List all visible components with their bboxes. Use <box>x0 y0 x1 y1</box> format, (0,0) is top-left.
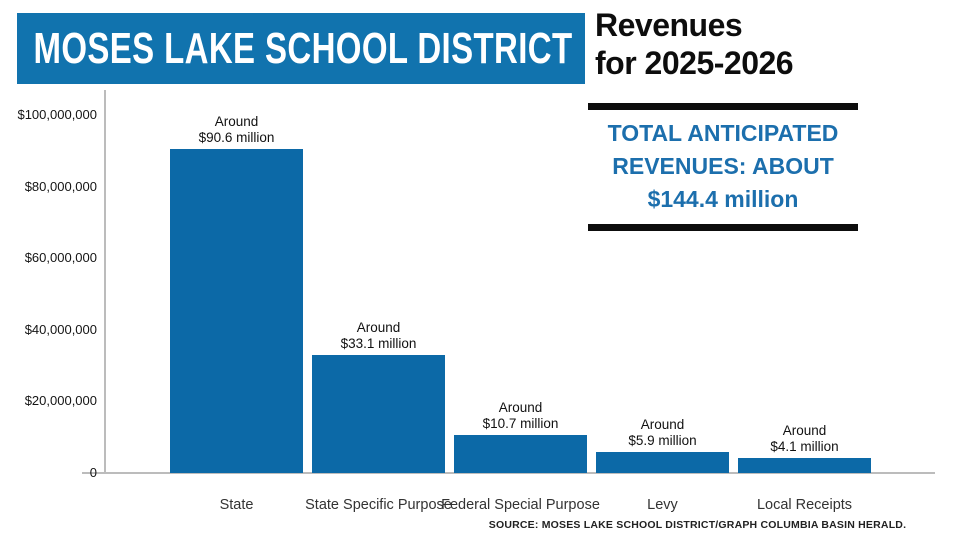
annotation-line1: Around <box>356 319 401 335</box>
revenues-title-line2: for 2025-2026 <box>595 45 794 81</box>
bar-value-annotation: Around $10.7 million <box>436 400 606 432</box>
total-revenues-line1: TOTAL ANTICIPATED <box>607 120 839 146</box>
district-title: MOSES LAKE SCHOOL DISTRICT <box>33 23 573 73</box>
revenues-title: Revenues for 2025-2026 <box>595 6 794 82</box>
revenues-title-line1: Revenues <box>595 7 743 43</box>
annotation-line1: Around <box>498 399 543 415</box>
bar-federal-special-purpose <box>454 434 587 473</box>
total-revenues-line3: $144.4 million <box>647 186 799 212</box>
title-banner: MOSES LAKE SCHOOL DISTRICT <box>17 13 585 84</box>
annotation-line1: Around <box>782 423 827 439</box>
annotation-line2: $33.1 million <box>340 335 417 351</box>
y-axis-tick-label: $100,000,000 <box>17 107 97 122</box>
bar-value-annotation: Around $90.6 million <box>152 114 322 146</box>
category-label: Local Receipts <box>756 497 853 513</box>
annotation-line1: Around <box>214 113 259 129</box>
category-label: State <box>219 497 254 513</box>
bottom-divider-bar <box>588 224 858 231</box>
top-divider-bar <box>588 103 858 110</box>
category-label: Federal Special Purpose <box>441 497 600 513</box>
bar-levy <box>596 451 729 473</box>
y-axis-line <box>104 90 106 473</box>
bar-state <box>170 148 303 473</box>
annotation-line2: $5.9 million <box>628 432 697 448</box>
bar-local-receipts <box>738 458 871 473</box>
annotation-line2: $90.6 million <box>198 129 275 145</box>
x-axis-line <box>82 472 935 474</box>
bar-value-annotation: Around $5.9 million <box>578 417 748 449</box>
y-axis-tick-label: $80,000,000 <box>24 178 97 194</box>
y-axis-tick-label: $20,000,000 <box>24 393 97 409</box>
annotation-line1: Around <box>640 416 685 432</box>
total-revenues-box: TOTAL ANTICIPATED REVENUES: ABOUT $144.4… <box>588 103 858 231</box>
bar-value-annotation: Around $4.1 million <box>720 423 890 455</box>
total-revenues-line2: REVENUES: ABOUT <box>612 153 834 179</box>
y-axis-tick-label: $60,000,000 <box>24 250 97 266</box>
category-label: State Specific Purpose <box>305 497 452 513</box>
source-attribution: SOURCE: MOSES LAKE SCHOOL DISTRICT/GRAPH… <box>488 519 907 531</box>
bar-value-annotation: Around $33.1 million <box>294 320 464 352</box>
annotation-line2: $10.7 million <box>482 415 559 431</box>
y-axis-tick-label: $40,000,000 <box>24 321 97 337</box>
category-label: Levy <box>647 497 678 513</box>
bar-state-specific-purpose <box>312 354 445 473</box>
y-axis-tick-label: 0 <box>89 465 97 480</box>
annotation-line2: $4.1 million <box>770 439 839 455</box>
total-revenues-text: TOTAL ANTICIPATED REVENUES: ABOUT $144.4… <box>588 110 858 224</box>
